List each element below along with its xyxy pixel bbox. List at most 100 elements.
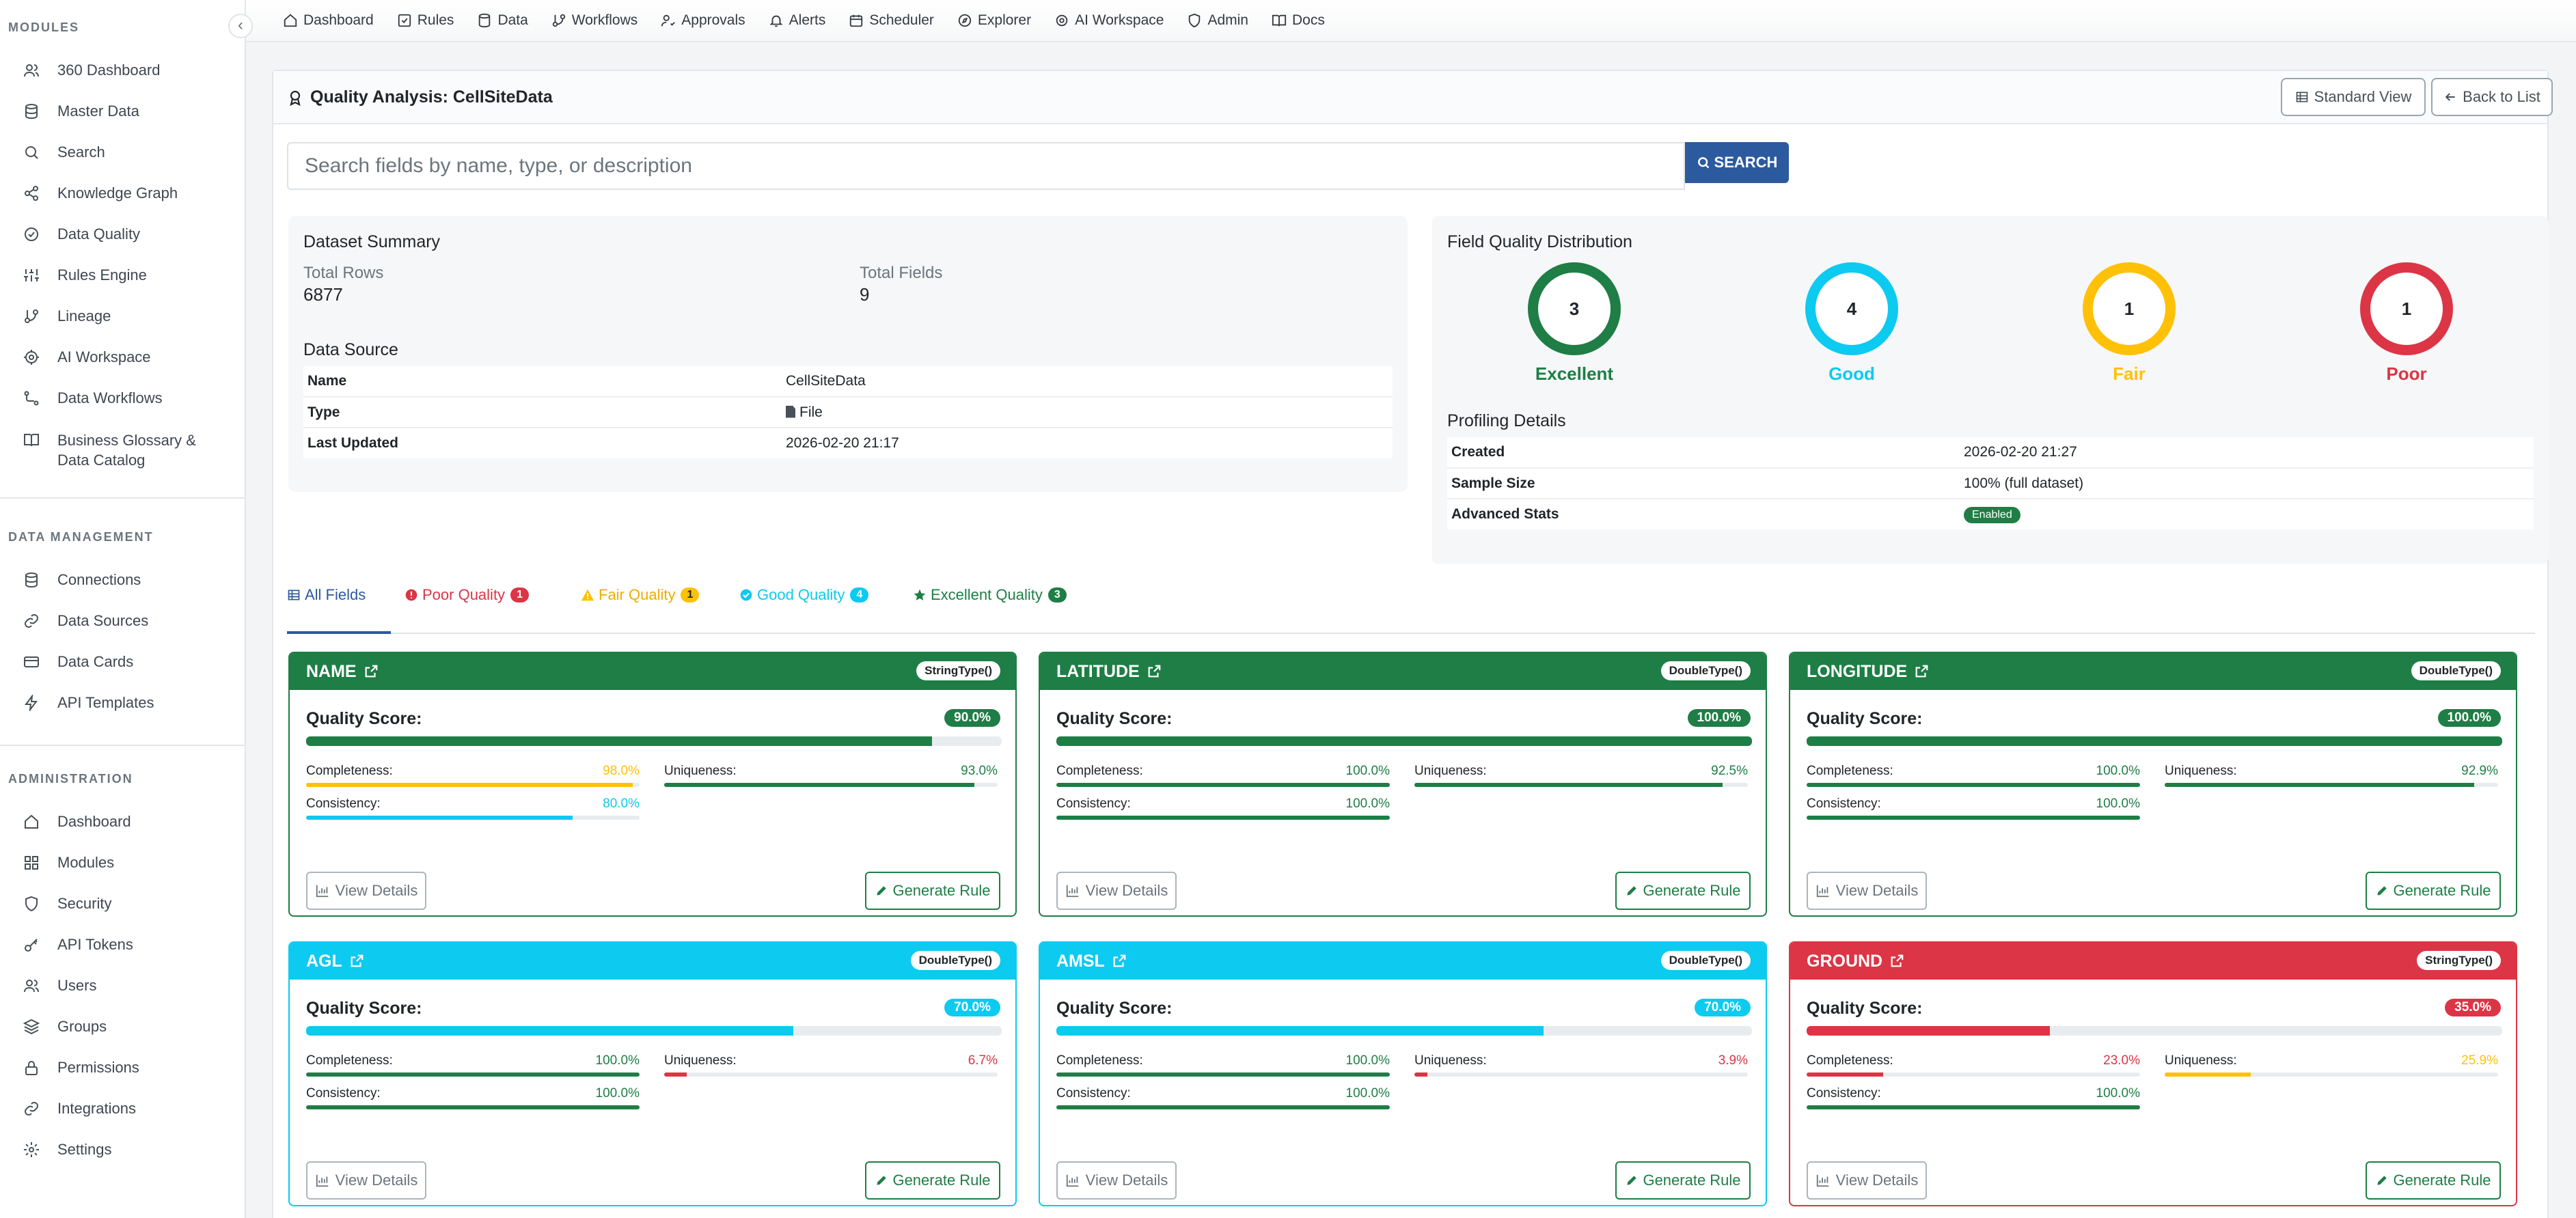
sidebar-item-360-dashboard[interactable]: 360 Dashboard (23, 61, 160, 79)
tab-excellent-quality[interactable]: Excellent Quality 3 (913, 586, 1067, 604)
source-value: File (799, 404, 823, 420)
sidebar-item-connections[interactable]: Connections (23, 571, 141, 589)
consistency-progress-fill (1807, 816, 2140, 820)
topnav-docs[interactable]: Docs (1272, 12, 1325, 29)
tab-label: Poor Quality (422, 586, 506, 603)
topnav-explorer[interactable]: Explorer (957, 12, 1031, 29)
sidebar-item-settings[interactable]: Settings (23, 1141, 112, 1159)
topnav-approvals[interactable]: Approvals (661, 12, 745, 29)
table-row: Created 2026-02-20 21:27 (1447, 437, 2534, 468)
git-branch-icon (552, 14, 565, 27)
completeness-progress-bar (306, 783, 640, 787)
topnav-ai-workspace[interactable]: AI Workspace (1054, 12, 1164, 29)
sidebar-item-knowledge-graph[interactable]: Knowledge Graph (23, 184, 178, 202)
topnav-admin[interactable]: Admin (1187, 12, 1248, 29)
check-square-icon (398, 14, 411, 27)
generate-rule-button[interactable]: Generate Rule (2366, 872, 2501, 910)
consistency-progress-fill (1056, 816, 1390, 820)
view-details-button[interactable]: View Details (1807, 872, 1927, 910)
sidebar-item-security[interactable]: Security (23, 895, 111, 913)
generate-rule-button[interactable]: Generate Rule (1615, 872, 1751, 910)
field-name: LATITUDE (1056, 661, 1140, 681)
uniqueness-value: 93.0% (961, 764, 998, 778)
sidebar-item-label: Security (57, 895, 112, 912)
open-field-link[interactable] (357, 664, 379, 679)
topnav-scheduler[interactable]: Scheduler (849, 12, 934, 29)
generate-rule-label: Generate Rule (2393, 1172, 2491, 1189)
sidebar-item-groups[interactable]: Groups (23, 1018, 107, 1036)
sidebar-item-data-workflows[interactable]: Data Workflows (23, 389, 163, 407)
field-type-badge: StringType() (916, 661, 1000, 680)
bar-chart-icon (1816, 885, 1828, 898)
tab-all-fields[interactable]: All Fields (287, 586, 366, 604)
back-to-list-button[interactable]: Back to List (2431, 78, 2553, 116)
tab-good-quality[interactable]: Good Quality 4 (739, 586, 869, 604)
table-row: Name CellSiteData (303, 366, 1393, 397)
sidebar-item-rules-engine[interactable]: Rules Engine (23, 266, 147, 284)
sidebar-item-integrations[interactable]: Integrations (23, 1100, 136, 1118)
standard-view-button[interactable]: Standard View (2281, 78, 2426, 116)
tab-fair-quality[interactable]: Fair Quality 1 (581, 586, 700, 604)
sidebar-item-search[interactable]: Search (23, 143, 105, 161)
consistency-value: 100.0% (2096, 797, 2140, 811)
pencil-icon (1627, 1176, 1637, 1185)
sidebar-item-data-quality[interactable]: Data Quality (23, 225, 140, 243)
quality-score-badge: 70.0% (1695, 999, 1751, 1016)
table-row: Advanced Stats Enabled (1447, 498, 2534, 529)
generate-rule-button[interactable]: Generate Rule (865, 872, 1000, 910)
open-field-link[interactable] (342, 954, 364, 969)
total-fields-label: Total Fields (860, 264, 943, 282)
view-details-button[interactable]: View Details (306, 1161, 426, 1200)
tab-poor-quality[interactable]: Poor Quality 1 (405, 586, 529, 604)
file-icon (786, 405, 795, 418)
consistency-progress-fill (306, 1105, 640, 1109)
open-field-link[interactable] (1907, 664, 1929, 679)
topnav-workflows[interactable]: Workflows (551, 12, 638, 29)
sidebar-item-business-glossary[interactable]: Business Glossary & Data Catalog (23, 430, 221, 470)
view-details-button[interactable]: View Details (1807, 1161, 1927, 1200)
sidebar-item-api-tokens[interactable]: API Tokens (23, 936, 133, 954)
search-button[interactable]: SEARCH (1685, 142, 1789, 183)
view-details-button[interactable]: View Details (1056, 1161, 1177, 1200)
generate-rule-button[interactable]: Generate Rule (2366, 1161, 2501, 1200)
view-details-button[interactable]: View Details (1056, 872, 1177, 910)
sidebar-item-api-templates[interactable]: API Templates (23, 694, 154, 712)
completeness-progress-fill (1807, 1072, 1884, 1077)
open-field-link[interactable] (1140, 664, 1162, 679)
field-card: LONGITUDE DoubleType() Quality Score: 100.0… (1789, 652, 2517, 917)
topnav-alerts[interactable]: Alerts (769, 12, 825, 29)
sidebar-item-data-sources[interactable]: Data Sources (23, 612, 148, 630)
uniqueness-value: 25.9% (2461, 1053, 2498, 1068)
topnav-data[interactable]: Data (477, 12, 528, 29)
consistency-value: 100.0% (595, 1086, 640, 1101)
open-field-link[interactable] (1105, 954, 1127, 969)
sidebar-item-data-cards[interactable]: Data Cards (23, 653, 133, 671)
table-row: Sample Size 100% (full dataset) (1447, 467, 2534, 499)
field-search-input[interactable] (287, 142, 1685, 190)
open-field-link[interactable] (1882, 954, 1904, 969)
sliders-icon (24, 269, 39, 281)
sidebar-item-admin-dashboard[interactable]: Dashboard (23, 813, 131, 831)
sidebar-item-users[interactable]: Users (23, 977, 96, 995)
field-name: AGL (306, 951, 342, 971)
sidebar-item-lineage[interactable]: Lineage (23, 307, 111, 325)
card-icon (24, 656, 39, 667)
generate-rule-button[interactable]: Generate Rule (865, 1161, 1000, 1200)
view-details-button[interactable]: View Details (306, 872, 426, 910)
poor-count-ring: 1 (2360, 262, 2453, 355)
topnav-rules[interactable]: Rules (397, 12, 454, 29)
consistency-value: 80.0% (603, 797, 640, 811)
generate-rule-button[interactable]: Generate Rule (1615, 1161, 1751, 1200)
search-icon (25, 146, 38, 159)
completeness-label: Completeness: (306, 764, 393, 778)
sidebar-item-ai-workspace[interactable]: AI Workspace (23, 348, 151, 366)
topnav-dashboard[interactable]: Dashboard (283, 12, 374, 29)
sidebar-collapse-button[interactable]: ‹ (228, 14, 253, 38)
sidebar-item-master-data[interactable]: Master Data (23, 102, 139, 120)
profiling-value: 100% (full dataset) (1960, 467, 2534, 499)
source-value: CellSiteData (786, 373, 866, 389)
sidebar-item-modules[interactable]: Modules (23, 854, 114, 872)
total-fields-value: 9 (860, 284, 870, 305)
sidebar-item-permissions[interactable]: Permissions (23, 1059, 139, 1077)
completeness-progress-fill (306, 783, 633, 787)
